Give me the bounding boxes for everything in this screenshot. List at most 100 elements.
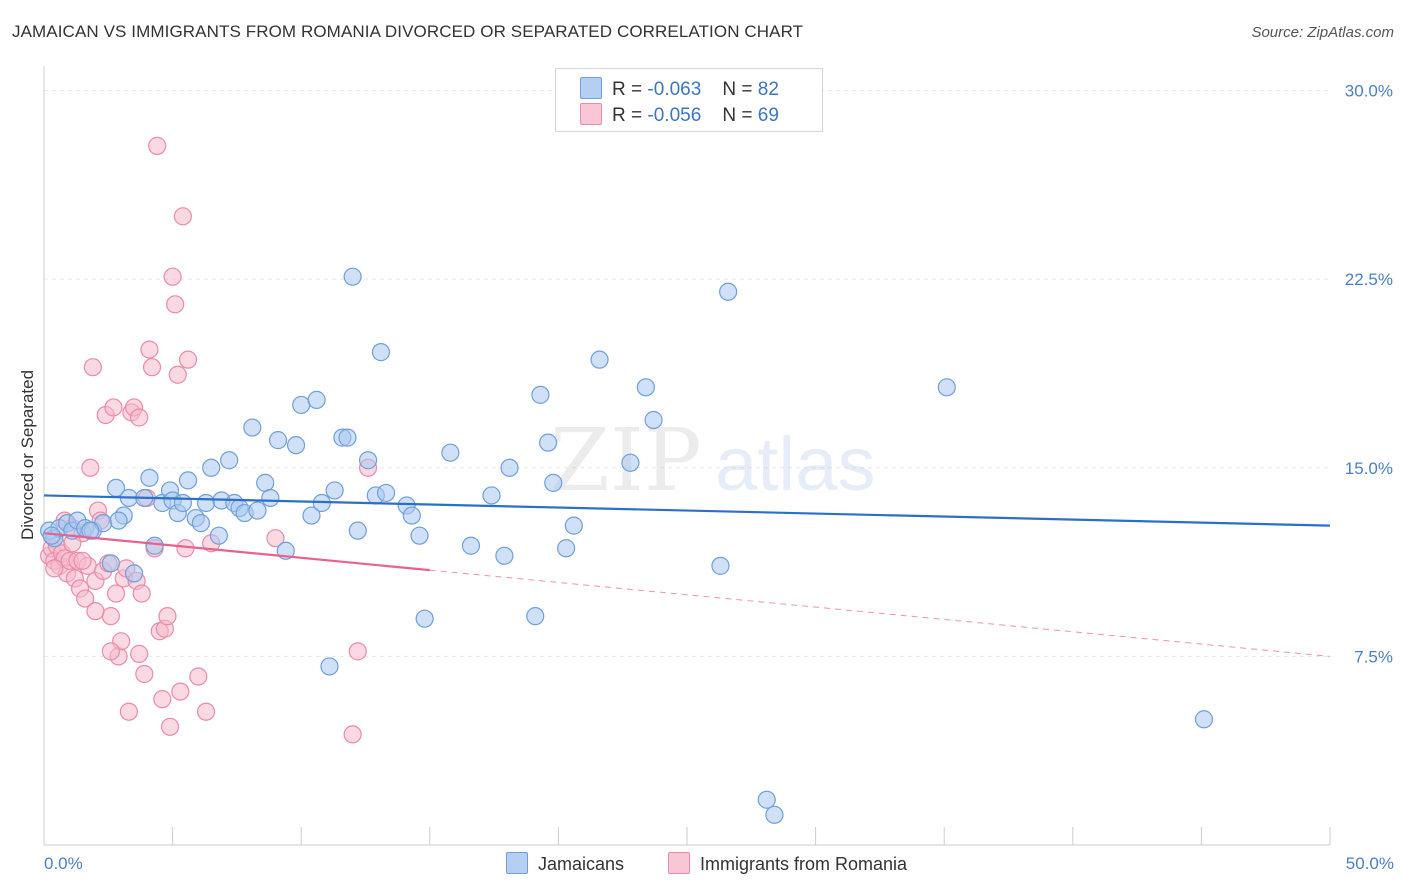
data-point-jamaicans — [325, 481, 344, 500]
data-point-jamaicans — [937, 378, 956, 397]
watermark-atlas: atlas — [715, 422, 876, 507]
y-tick-label: 7.5% — [1354, 647, 1393, 666]
data-point-romania — [86, 602, 105, 621]
data-point-jamaicans — [320, 657, 339, 676]
data-point-jamaicans — [371, 343, 391, 362]
legend-label-romania: Immigrants from Romania — [700, 854, 908, 874]
legend-r-value: -0.056 — [647, 105, 702, 126]
data-point-jamaicans — [526, 607, 545, 626]
legend-r-value: -0.063 — [647, 79, 702, 100]
data-point-romania — [76, 589, 95, 608]
legend-r-label: R = — [612, 79, 643, 100]
data-point-romania — [45, 559, 64, 578]
data-point-jamaicans — [202, 458, 221, 477]
legend-swatch-pink — [580, 103, 602, 125]
data-point-jamaicans — [209, 526, 228, 545]
axes — [43, 66, 1331, 846]
data-point-jamaicans — [644, 410, 663, 430]
data-point-jamaicans — [101, 554, 120, 573]
data-point-romania — [119, 702, 138, 721]
data-point-jamaicans — [286, 436, 306, 455]
data-point-romania — [132, 584, 151, 603]
trend-lines — [43, 494, 1331, 657]
legend-swatch-blue — [580, 77, 602, 99]
data-point-jamaicans — [338, 428, 357, 447]
legend-item-romania[interactable]: Immigrants from Romania — [668, 852, 907, 875]
data-point-jamaicans — [757, 790, 776, 809]
data-point-jamaicans — [539, 433, 558, 452]
data-point-romania — [160, 717, 180, 736]
data-point-jamaicans — [564, 516, 583, 535]
data-point-romania — [104, 398, 123, 417]
data-point-jamaicans — [358, 451, 378, 470]
data-point-romania — [348, 642, 367, 661]
data-point-jamaicans — [531, 385, 550, 404]
data-point-romania — [101, 642, 120, 661]
data-point-romania — [158, 607, 177, 626]
x-tick-label-min: 0.0% — [44, 854, 83, 873]
data-point-romania — [196, 702, 216, 721]
data-point-jamaicans — [191, 514, 210, 533]
data-point-jamaicans — [248, 501, 267, 520]
data-point-romania — [178, 350, 198, 369]
data-point-jamaicans — [261, 488, 280, 508]
correlation-legend: R = -0.063 N = 82 R = -0.056 N = 69 — [555, 68, 823, 132]
data-point-jamaicans — [343, 267, 362, 286]
data-point-jamaicans — [145, 536, 164, 555]
data-point-romania — [81, 458, 100, 477]
data-point-romania — [266, 529, 285, 548]
chart-title: JAMAICAN VS IMMIGRANTS FROM ROMANIA DIVO… — [12, 22, 804, 41]
trend-line-romania — [43, 532, 430, 572]
data-point-romania — [130, 408, 149, 427]
x-tick-label-max: 50.0% — [1346, 854, 1394, 873]
series-romania-points — [40, 136, 378, 744]
data-point-jamaicans — [302, 506, 321, 525]
legend-row-romania: R = -0.056 N = 69 — [580, 103, 779, 126]
data-point-romania — [153, 690, 172, 709]
data-point-romania — [171, 682, 190, 701]
data-point-jamaicans — [621, 453, 640, 472]
data-point-jamaicans — [1194, 710, 1214, 729]
legend-item-jamaicans[interactable]: Jamaicans — [506, 852, 624, 875]
data-point-romania — [148, 136, 167, 155]
data-point-jamaicans — [256, 473, 275, 492]
data-point-romania — [101, 607, 120, 626]
legend-n-value: 69 — [757, 105, 779, 126]
data-point-romania — [163, 267, 182, 286]
data-point-romania — [73, 551, 92, 570]
data-point-jamaicans — [402, 506, 421, 525]
data-point-jamaicans — [719, 282, 738, 301]
y-axis-label: Divorced or Separated — [18, 370, 37, 540]
data-point-romania — [343, 725, 362, 744]
data-point-romania — [83, 358, 102, 377]
data-point-jamaicans — [557, 539, 576, 558]
data-point-jamaicans — [292, 395, 311, 415]
data-point-jamaicans — [765, 805, 784, 824]
data-point-jamaicans — [109, 511, 128, 530]
data-point-jamaicans — [376, 483, 396, 503]
data-point-romania — [130, 644, 149, 663]
trend-line-romania-extension — [429, 569, 1331, 657]
data-point-jamaicans — [81, 521, 100, 540]
gridlines — [44, 90, 1330, 657]
legend-label-jamaicans: Jamaicans — [538, 854, 625, 874]
data-point-jamaicans — [307, 390, 326, 409]
y-tick-label: 15.0% — [1345, 459, 1393, 478]
data-point-jamaicans — [461, 536, 481, 555]
legend-swatch-pink — [668, 852, 690, 874]
y-tick-label: 22.5% — [1345, 270, 1393, 289]
data-point-romania — [173, 207, 192, 226]
data-point-romania — [106, 584, 126, 603]
data-point-jamaicans — [140, 468, 159, 487]
data-point-jamaicans — [500, 458, 519, 477]
legend-swatch-blue — [506, 852, 528, 874]
series-legend: Jamaicans Immigrants from Romania — [0, 852, 1406, 876]
source-label: Source: ZipAtlas.com — [1251, 24, 1394, 41]
data-point-jamaicans — [173, 493, 192, 513]
data-point-jamaicans — [124, 564, 144, 583]
data-point-jamaicans — [544, 473, 563, 492]
legend-n-label: N = — [722, 79, 753, 100]
data-point-jamaicans — [268, 431, 288, 450]
data-point-jamaicans — [410, 526, 429, 545]
